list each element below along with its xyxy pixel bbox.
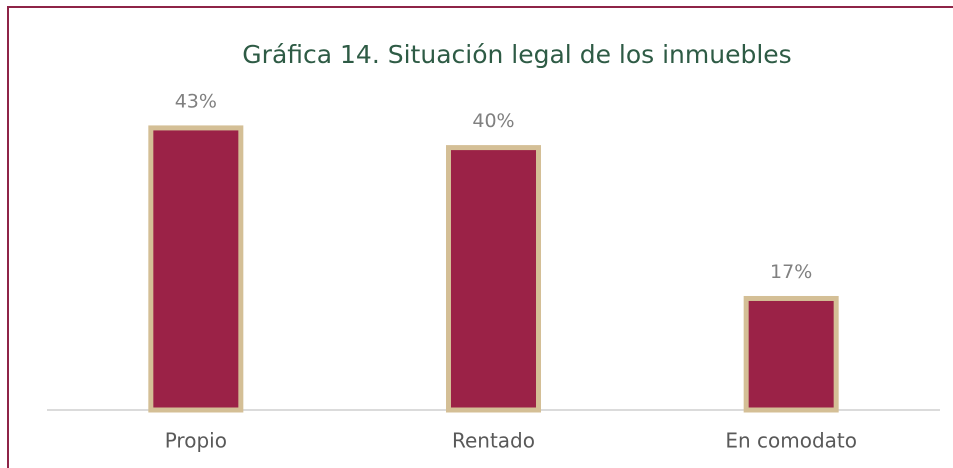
bar — [148, 125, 244, 413]
x-tick-label: En comodato — [725, 429, 857, 453]
bar — [743, 295, 839, 413]
x-tick-label: Propio — [165, 429, 227, 453]
frame — [7, 6, 953, 468]
chart-title: Gráfica 14. Situación legal de los inmue… — [242, 40, 791, 69]
value-label: 40% — [472, 110, 514, 132]
bar — [446, 145, 541, 413]
value-label: 43% — [175, 90, 217, 112]
value-label: 17% — [770, 261, 812, 283]
x-tick-label: Rentado — [452, 429, 535, 453]
